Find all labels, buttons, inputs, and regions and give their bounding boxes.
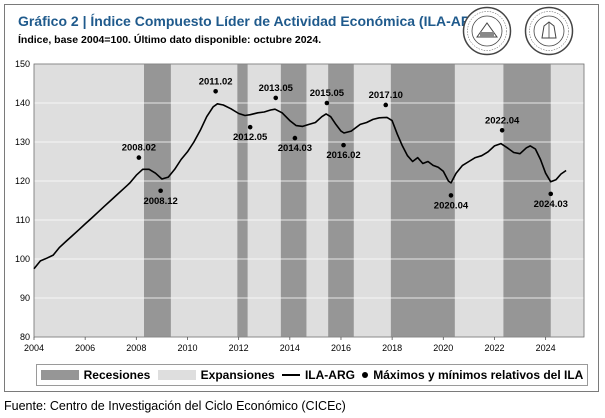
extremum-label: 2014.03: [278, 143, 312, 154]
legend-series-label: ILA-ARG: [304, 368, 355, 382]
extremum-point: [273, 95, 279, 101]
y-tick-label: 150: [15, 59, 30, 69]
extremum-label: 2020.04: [434, 200, 469, 211]
recession-band: [237, 64, 248, 337]
expansion-swatch: [157, 370, 196, 380]
extremum-point: [341, 142, 346, 148]
legend-item-series: ILA-ARG: [281, 368, 355, 382]
extremum-point: [324, 100, 330, 106]
extremum-point: [136, 155, 142, 160]
recession-band: [390, 64, 455, 337]
seal-bolsa-comercio-rosario-logo: [524, 6, 574, 56]
chart-subtitle: Índice, base 2004=100. Último dato dispo…: [18, 34, 322, 46]
extremum-point: [448, 193, 454, 198]
plot-border: [33, 63, 585, 338]
extremum-point: [548, 191, 554, 197]
y-tick-label: 130: [15, 137, 30, 147]
extremum-point: [499, 128, 505, 133]
x-tick-label: 2016: [331, 343, 351, 353]
x-tick-label: 2018: [382, 343, 402, 353]
extremum-label: 2012.05: [233, 132, 268, 143]
x-tick-label: 2022: [484, 343, 504, 353]
extremum-point: [213, 89, 218, 94]
legend-expansions-label: Expansiones: [200, 368, 275, 382]
extremum-label: 2016.02: [326, 150, 360, 161]
x-tick-label: 2006: [75, 343, 95, 353]
y-tick-label: 100: [15, 254, 30, 264]
extremum-label: 2022.04: [485, 115, 520, 126]
legend: Recesiones Expansiones ILA-ARG Máximos y…: [36, 364, 588, 386]
y-tick-label: 120: [15, 176, 30, 186]
legend-recessions-label: Recesiones: [83, 368, 151, 382]
legend-item-recessions: Recesiones: [40, 368, 151, 382]
extremum-label: 2017.10: [369, 90, 403, 101]
dot-swatch: [362, 372, 369, 378]
expansion-area: [34, 64, 584, 337]
extremum-point: [383, 102, 389, 108]
legend-item-points: Máximos y mínimos relativos del ILA: [362, 368, 583, 382]
y-tick-label: 90: [20, 293, 30, 303]
source-footer: Fuente: Centro de Investigación del Cicl…: [4, 399, 346, 413]
x-tick-label: 2024: [536, 343, 556, 353]
extremum-label: 2011.02: [199, 76, 233, 87]
x-tick-label: 2012: [229, 343, 249, 353]
ila-arg-line: [33, 103, 567, 270]
legend-item-expansions: Expansiones: [157, 368, 275, 382]
recession-swatch: [40, 370, 79, 380]
extremum-point: [158, 188, 163, 194]
x-tick-label: 2004: [24, 343, 44, 353]
x-tick-label: 2010: [177, 343, 197, 353]
chart-title: Gráfico 2 | Índice Compuesto Líder de Ac…: [18, 13, 491, 29]
extremum-point: [247, 124, 253, 130]
recession-band: [503, 64, 551, 337]
legend-points-label: Máximos y mínimos relativos del ILA: [373, 368, 584, 382]
y-tick-label: 80: [20, 332, 30, 342]
x-tick-label: 2008: [126, 343, 146, 353]
extremum-point: [292, 135, 298, 141]
extremum-label: 2008.12: [143, 196, 177, 207]
recession-band: [280, 64, 307, 337]
x-tick-label: 2014: [280, 343, 300, 353]
recession-band: [144, 64, 171, 337]
extremum-label: 2013.05: [259, 83, 294, 94]
recession-band: [328, 64, 354, 337]
y-tick-label: 110: [16, 215, 30, 225]
extremum-label: 2024.03: [534, 199, 568, 210]
extremum-label: 2008.02: [122, 143, 156, 154]
x-tick-label: 2020: [433, 343, 453, 353]
seal-bolsa-comercio-santa-fe-logo: [462, 6, 512, 56]
y-tick-label: 140: [15, 98, 30, 108]
extremum-label: 2015.05: [310, 88, 345, 99]
line-swatch: [281, 374, 300, 376]
